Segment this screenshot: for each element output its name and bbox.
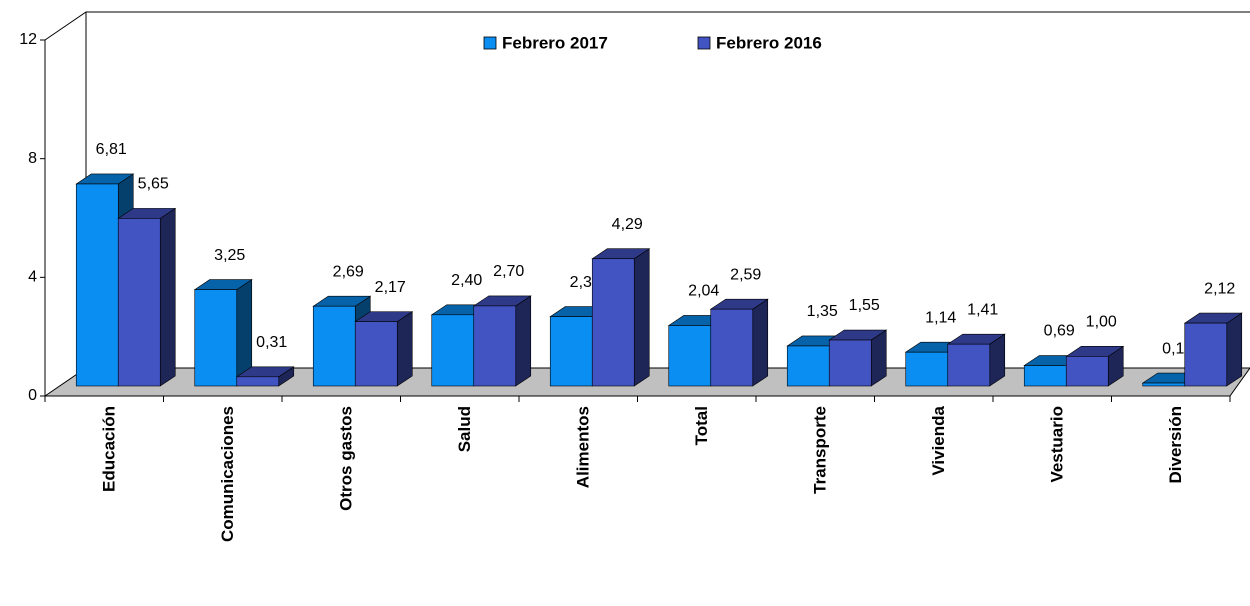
bar-group: [709, 298, 769, 387]
bar: [710, 308, 754, 387]
value-label: 2,04: [688, 283, 719, 300]
bar-group: [235, 366, 295, 387]
bar: [194, 289, 238, 387]
bar: [947, 343, 991, 387]
bar: [354, 321, 398, 387]
x-tick-label: Salud: [455, 406, 474, 452]
bar-group: [1065, 345, 1125, 387]
bar-group: [193, 279, 253, 387]
value-label: 2,17: [375, 279, 406, 296]
bar: [905, 351, 949, 387]
bar-group: [354, 311, 414, 387]
bar-side: [159, 207, 176, 387]
legend-label: Febrero 2017: [502, 33, 608, 52]
value-label: 1,35: [807, 303, 838, 320]
bar: [1065, 356, 1109, 387]
bar: [828, 339, 872, 387]
bar: [1142, 382, 1186, 387]
value-label: 2,69: [333, 263, 364, 280]
value-label: 2,40: [451, 272, 482, 289]
value-label: 1,14: [925, 309, 956, 326]
back-wall: [44, 11, 1250, 41]
bar: [1023, 365, 1067, 387]
value-label: 3,25: [214, 247, 245, 264]
bar-group: [117, 207, 177, 387]
bar: [236, 376, 280, 387]
legend-swatch: [697, 36, 711, 50]
value-label: 2,12: [1204, 280, 1235, 297]
bar: [473, 305, 517, 387]
value-label: 1,55: [849, 297, 880, 314]
y-tick-label: 12: [19, 31, 37, 48]
x-tick-label: Transporte: [811, 406, 830, 494]
bar-group: [828, 329, 888, 387]
bar-side: [633, 248, 650, 387]
bar: [312, 305, 356, 387]
y-tick-label: 8: [28, 150, 37, 167]
bar-side: [396, 311, 413, 387]
bar: [668, 325, 712, 387]
y-tick-label: 4: [28, 269, 37, 286]
bar-group: [472, 295, 532, 387]
legend-label: Febrero 2016: [716, 33, 822, 52]
value-label: 0,31: [256, 334, 287, 351]
x-tick-label: Vivienda: [929, 405, 948, 475]
value-label: 5,65: [138, 176, 169, 193]
bar: [549, 316, 593, 387]
bar-group: [591, 248, 651, 387]
bar-group: [946, 333, 1006, 387]
bar: [431, 314, 475, 387]
x-tick-label: Educación: [100, 406, 119, 492]
value-label: 0,69: [1044, 323, 1075, 340]
value-label: 1,00: [1086, 314, 1117, 331]
value-label: 1,41: [967, 301, 998, 318]
bar-side: [752, 298, 769, 387]
value-label: 2,59: [730, 266, 761, 283]
bar: [1184, 322, 1228, 387]
x-tick-label: Diversión: [1166, 406, 1185, 483]
x-tick-label: Otros gastos: [337, 406, 356, 511]
bar: [786, 345, 830, 387]
x-tick-label: Comunicaciones: [218, 406, 237, 542]
legend-swatch: [483, 36, 497, 50]
x-tick-label: Alimentos: [574, 406, 593, 488]
bar-side: [1226, 312, 1243, 387]
y-tick-label: 0: [28, 387, 37, 404]
value-label: 6,81: [96, 141, 127, 158]
bar-group: [1183, 312, 1243, 387]
bar-side: [515, 295, 532, 387]
value-label: 4,29: [612, 216, 643, 233]
bar: [75, 183, 119, 387]
x-tick-label: Total: [692, 406, 711, 445]
bar: [591, 258, 635, 387]
x-tick-label: Vestuario: [1048, 406, 1067, 483]
value-label: 2,70: [493, 263, 524, 280]
bar: [117, 218, 161, 387]
